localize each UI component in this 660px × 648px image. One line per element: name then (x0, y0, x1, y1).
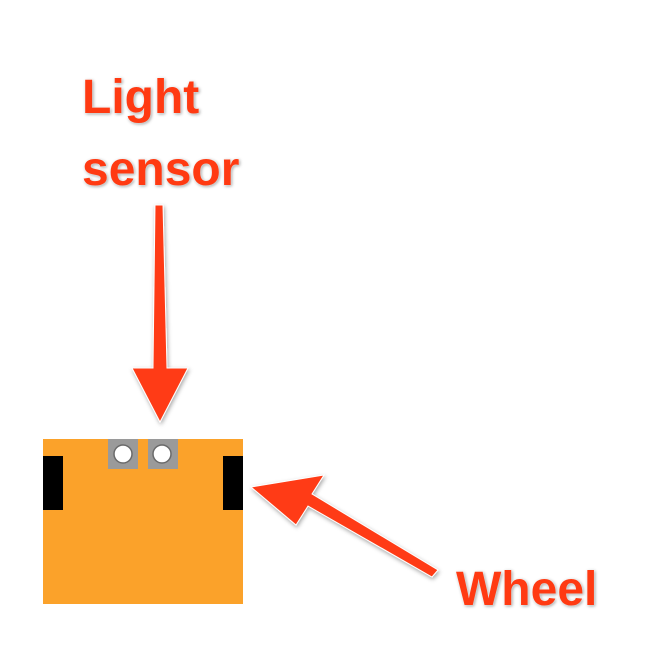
light-sensor-label-line2: sensor (82, 143, 240, 196)
light-sensor-right-lens (152, 444, 172, 464)
wheel-arrow (249, 474, 439, 578)
robot-body (43, 439, 243, 604)
light-sensor-arrow (131, 204, 189, 424)
light-sensor-label-line1: Light (82, 71, 200, 124)
right-wheel (223, 456, 243, 510)
wheel-label: Wheel (456, 563, 598, 616)
left-wheel (43, 456, 63, 510)
light-sensor-pair (108, 439, 178, 469)
light-sensor-left-lens (113, 444, 133, 464)
